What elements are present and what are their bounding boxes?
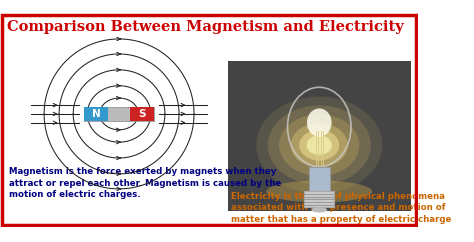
Text: Electricity is the set of physical phenomena
associated with the presence and mo: Electricity is the set of physical pheno…: [231, 191, 451, 224]
Text: N: N: [92, 109, 100, 119]
Ellipse shape: [268, 106, 371, 185]
Bar: [304, 191, 334, 207]
Bar: [228, 61, 411, 211]
Ellipse shape: [256, 97, 383, 194]
Text: S: S: [138, 109, 146, 119]
Text: Magnetism is the force exerted by magnets when they
attract or repel each other.: Magnetism is the force exerted by magnet…: [9, 167, 281, 199]
Ellipse shape: [266, 181, 372, 203]
Bar: [309, 167, 330, 191]
Bar: [84, 107, 155, 121]
Bar: [84, 107, 109, 121]
Ellipse shape: [307, 136, 332, 155]
Ellipse shape: [299, 130, 339, 161]
Ellipse shape: [307, 108, 332, 137]
Text: Comparison Between Magnetism and Electricity: Comparison Between Magnetism and Electri…: [7, 20, 404, 34]
Bar: [130, 107, 155, 121]
Ellipse shape: [311, 207, 327, 212]
Ellipse shape: [291, 123, 348, 167]
Ellipse shape: [279, 114, 359, 176]
